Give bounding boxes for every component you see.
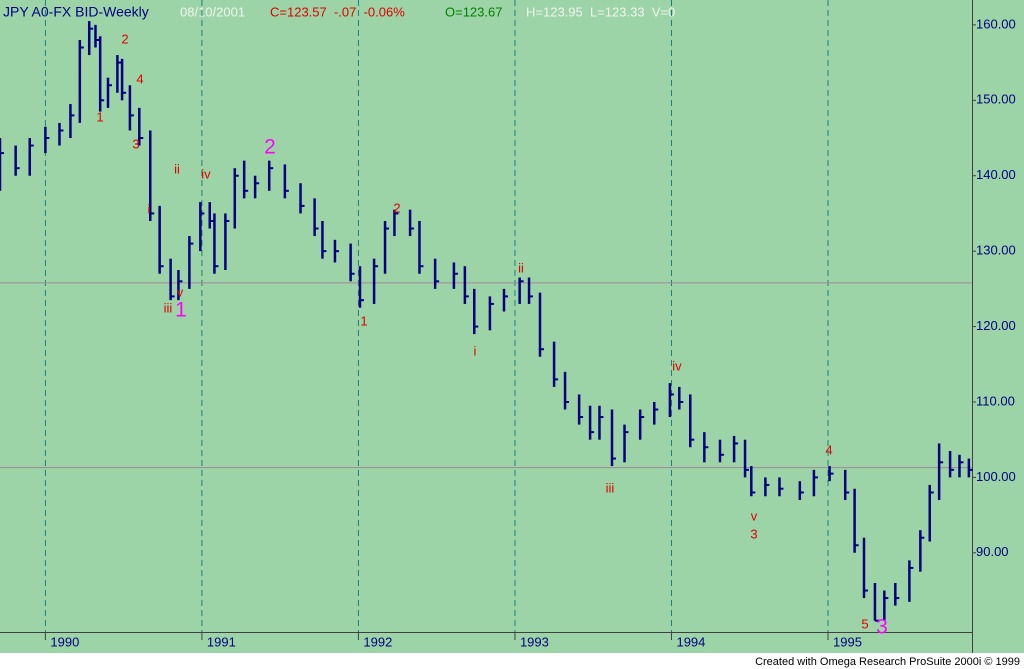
wave-label: 1 (96, 109, 103, 124)
y-tick-label: 110.00 (976, 393, 1015, 408)
wave-label: i (474, 343, 477, 358)
wave-label: ii (518, 260, 524, 275)
wave-label: ii (174, 161, 180, 176)
y-tick-label: 130.00 (976, 243, 1016, 258)
wave-label: 3 (750, 526, 757, 541)
wave-label: 3 (876, 616, 888, 639)
x-tick-label: 1991 (207, 634, 236, 649)
footer-strip (0, 653, 1024, 669)
wave-label: 1 (175, 299, 187, 322)
x-tick-label: 1995 (833, 634, 862, 649)
y-tick-label: 100.00 (976, 469, 1016, 484)
header-date: 08/10/2001 (180, 4, 245, 19)
y-tick-label: 140.00 (976, 167, 1016, 182)
wave-label: 2 (121, 31, 128, 46)
wave-label: i (148, 201, 151, 216)
footer-credit: Created with Omega Research ProSuite 200… (755, 656, 1020, 668)
x-tick-label: 1993 (520, 634, 549, 649)
wave-label: 3 (132, 136, 139, 151)
y-tick-label: 150.00 (976, 92, 1016, 107)
x-tick-label: 1990 (50, 634, 79, 649)
wave-label: iv (672, 358, 682, 373)
wave-label: iv (201, 166, 211, 181)
header-open: O=123.67 (445, 4, 502, 19)
chart-background (0, 0, 1024, 653)
y-tick-label: 160.00 (976, 16, 1016, 31)
wave-label: 5 (861, 616, 868, 631)
wave-label: 1 (360, 313, 367, 328)
chart-title: JPY A0-FX BID-Weekly (3, 4, 149, 20)
y-tick-label: 120.00 (976, 318, 1016, 333)
wave-label: iii (606, 480, 615, 495)
wave-label: 4 (825, 442, 832, 457)
wave-label: v (177, 284, 184, 299)
x-tick-label: 1992 (363, 634, 392, 649)
wave-label: 4 (136, 71, 143, 86)
y-tick-label: 90.00 (976, 544, 1009, 559)
x-tick-label: 1994 (676, 634, 705, 649)
header-close: C=123.57 -.07 -0.06% (270, 4, 405, 19)
header-range: H=123.95 L=123.33 V=0 (526, 4, 675, 19)
wave-label: 2 (393, 200, 400, 215)
wave-label: iii (164, 300, 173, 315)
wave-label: 2 (264, 136, 276, 159)
wave-label: v (751, 508, 758, 523)
